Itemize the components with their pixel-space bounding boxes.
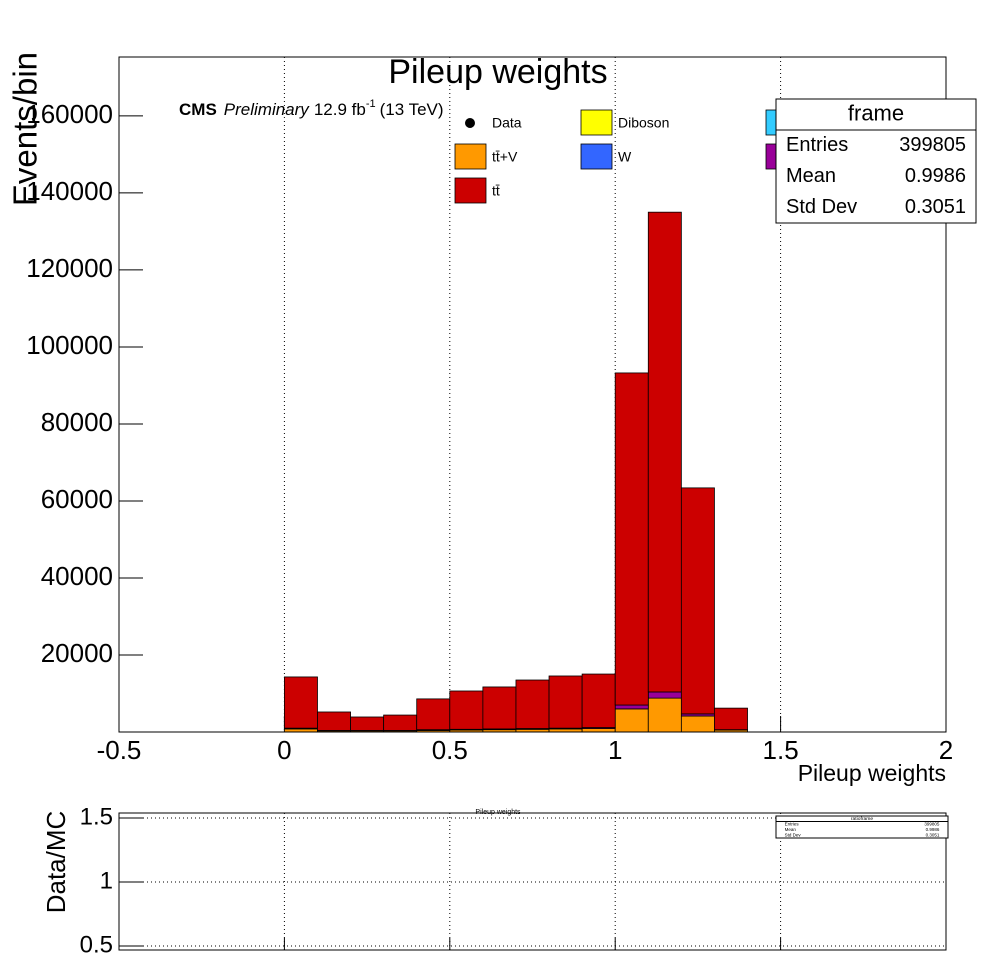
x-axis-label: Pileup weights bbox=[798, 760, 946, 786]
histogram-bar bbox=[647, 691, 682, 699]
histogram-bar bbox=[614, 708, 649, 733]
histogram-bar bbox=[714, 707, 748, 731]
legend-marker bbox=[465, 118, 475, 128]
histogram-bar bbox=[283, 676, 318, 729]
stats-value: 399805 bbox=[924, 821, 940, 826]
plot-frame bbox=[118, 56, 947, 733]
x-tick-label: 0.5 bbox=[432, 735, 468, 765]
histogram-bar bbox=[680, 487, 715, 715]
legend-label: tt̄ bbox=[492, 183, 500, 199]
y-tick-label: 80000 bbox=[41, 407, 113, 437]
cms-energy: (13 TeV) bbox=[380, 100, 444, 119]
y-tick-label: 0.5 bbox=[80, 931, 113, 958]
stats-key: Mean bbox=[786, 165, 836, 187]
legend-label: Data bbox=[492, 115, 522, 131]
y-axis-label: Events/bin bbox=[7, 52, 44, 206]
stats-title: ratioframe bbox=[851, 816, 873, 822]
x-tick-label: 2 bbox=[939, 735, 953, 765]
histogram-bar bbox=[680, 715, 715, 733]
stats-value: 0.3051 bbox=[905, 196, 966, 218]
histogram-bar bbox=[482, 686, 517, 730]
legend-label: Diboson bbox=[618, 115, 669, 131]
chart-title: Pileup weights bbox=[475, 809, 521, 816]
stats-key: Std Dev bbox=[786, 196, 857, 218]
cms-status: Preliminary bbox=[224, 100, 311, 119]
y-tick-label: 60000 bbox=[41, 484, 113, 514]
y-tick-label: 1.5 bbox=[80, 803, 113, 830]
legend-label: tt̄+V bbox=[492, 149, 518, 165]
x-tick-label: 1 bbox=[608, 735, 622, 765]
y-tick-label: 140000 bbox=[26, 176, 113, 206]
histogram-bar bbox=[647, 211, 682, 693]
stats-key: Mean bbox=[785, 827, 797, 832]
histogram-bar bbox=[515, 679, 550, 729]
stats-value: 0.9986 bbox=[905, 165, 966, 187]
chart-title: Pileup weights bbox=[388, 53, 607, 91]
legend-swatch bbox=[580, 143, 613, 170]
x-tick-label: 0 bbox=[277, 735, 291, 765]
y-tick-label: 1 bbox=[100, 867, 113, 894]
legend-label: W bbox=[618, 149, 632, 165]
legend-swatch bbox=[454, 143, 487, 170]
histogram-bar bbox=[548, 675, 583, 729]
legend-swatch bbox=[580, 109, 613, 136]
y-axis-label: Data/MC bbox=[41, 811, 71, 914]
histogram-bar bbox=[581, 673, 616, 728]
cms-label: CMS Preliminary 12.9 fb-1 (13 TeV) bbox=[179, 98, 444, 120]
stats-box bbox=[775, 98, 977, 224]
histogram-bar bbox=[647, 697, 682, 733]
histogram-bar bbox=[581, 728, 616, 733]
histogram-bar bbox=[416, 698, 451, 731]
y-tick-label: 40000 bbox=[41, 561, 113, 591]
y-tick-label: 120000 bbox=[26, 253, 113, 283]
histogram-bar bbox=[449, 690, 484, 730]
stats-key: Entries bbox=[786, 134, 848, 156]
stats-value: 399805 bbox=[899, 134, 966, 156]
plot-frame bbox=[118, 812, 947, 951]
x-tick-label: 1.5 bbox=[763, 735, 799, 765]
y-tick-label: 160000 bbox=[26, 99, 113, 129]
y-tick-label: 100000 bbox=[26, 330, 113, 360]
legend-swatch bbox=[454, 177, 487, 204]
stats-key: Entries bbox=[785, 821, 800, 826]
x-tick-label: -0.5 bbox=[97, 735, 142, 765]
stats-value: 0.9986 bbox=[926, 827, 940, 832]
stats-value: 0.3051 bbox=[926, 832, 940, 837]
cms-lumi_exp: -1 bbox=[366, 98, 376, 110]
histogram-bar bbox=[317, 711, 351, 731]
cms-lumi: 12.9 fb bbox=[314, 100, 366, 119]
histogram-bar bbox=[350, 716, 385, 731]
histogram-bar bbox=[383, 714, 418, 731]
histogram-bar bbox=[614, 704, 649, 710]
stats-title: frame bbox=[848, 100, 904, 125]
cms-experiment: CMS bbox=[179, 100, 217, 119]
y-tick-label: 20000 bbox=[41, 638, 113, 668]
stats-key: Std Dev bbox=[785, 832, 802, 837]
histogram-bar bbox=[614, 372, 649, 706]
